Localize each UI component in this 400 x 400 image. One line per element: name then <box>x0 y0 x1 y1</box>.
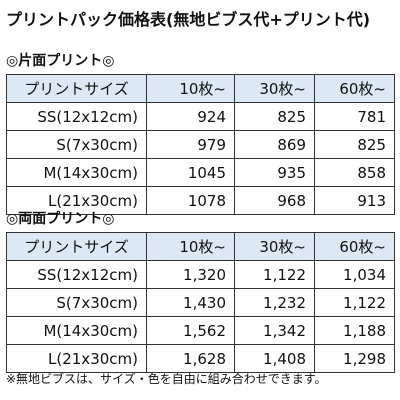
price-cell: 924 <box>146 102 235 131</box>
row: SS(12x12cm) 924 825 781 <box>6 102 395 131</box>
header-cell: 30枚~ <box>234 74 315 103</box>
price-cell: 825 <box>314 130 395 159</box>
header-cell: 10枚~ <box>146 232 235 261</box>
price-cell: 1,320 <box>146 260 235 289</box>
size-cell: SS(12x12cm) <box>6 102 147 131</box>
price-cell: 935 <box>234 158 315 187</box>
price-table: プリントサイズ 10枚~ 30枚~ 60枚~ SS(12x12cm) 924 825 781 S… <box>6 74 395 215</box>
price-cell: 1,122 <box>314 288 395 317</box>
price-cell: 869 <box>234 130 315 159</box>
size-cell: L(21x30cm) <box>6 186 147 215</box>
size-cell: S(7x30cm) <box>6 130 147 159</box>
section-heading: ◎片面プリント◎ <box>6 53 115 69</box>
price-cell: 1,122 <box>234 260 315 289</box>
price-cell: 1045 <box>146 158 235 187</box>
footnote: ※無地ビブスは、サイズ・色を自由に組み合わせできます。 <box>6 372 327 386</box>
header-row: プリントサイズ 10枚~ 30枚~ 60枚~ <box>6 74 395 103</box>
header-cell: プリントサイズ <box>6 74 147 103</box>
price-table: プリントサイズ 10枚~ 30枚~ 60枚~ SS(12x12cm) 1,320 1,122… <box>6 232 395 373</box>
size-cell: M(14x30cm) <box>6 316 147 345</box>
price-cell: 781 <box>314 102 395 131</box>
header-cell: 10枚~ <box>146 74 235 103</box>
row: S(7x30cm) 1,430 1,232 1,122 <box>6 288 395 317</box>
price-cell: 1,232 <box>234 288 315 317</box>
size-cell: M(14x30cm) <box>6 158 147 187</box>
price-cell: 1,408 <box>234 344 315 373</box>
price-cell: 1,628 <box>146 344 235 373</box>
header-cell: 30枚~ <box>234 232 315 261</box>
size-cell: L(21x30cm) <box>6 344 147 373</box>
section-heading: ◎両面プリント◎ <box>6 211 115 227</box>
header-cell: 60枚~ <box>314 74 395 103</box>
price-cell: 1,562 <box>146 316 235 345</box>
price-cell: 1,188 <box>314 316 395 345</box>
row: L(21x30cm) 1,628 1,408 1,298 <box>6 344 395 373</box>
size-cell: SS(12x12cm) <box>6 260 147 289</box>
row: SS(12x12cm) 1,320 1,122 1,034 <box>6 260 395 289</box>
price-cell: 1,034 <box>314 260 395 289</box>
title: プリントパック価格表(無地ビブス代+プリント代) <box>6 10 371 29</box>
size-cell: S(7x30cm) <box>6 288 147 317</box>
price-cell: 1,430 <box>146 288 235 317</box>
row: S(7x30cm) 979 869 825 <box>6 130 395 159</box>
price-cell: 825 <box>234 102 315 131</box>
price-cell: 1,342 <box>234 316 315 345</box>
row: L(21x30cm) 1078 968 913 <box>6 186 395 215</box>
header-row: プリントサイズ 10枚~ 30枚~ 60枚~ <box>6 232 395 261</box>
price-cell: 1078 <box>146 186 235 215</box>
row: M(14x30cm) 1,562 1,342 1,188 <box>6 316 395 345</box>
header-cell: 60枚~ <box>314 232 395 261</box>
price-cell: 1,298 <box>314 344 395 373</box>
row: M(14x30cm) 1045 935 858 <box>6 158 395 187</box>
price-cell: 968 <box>234 186 315 215</box>
price-cell: 858 <box>314 158 395 187</box>
price-cell: 979 <box>146 130 235 159</box>
header-cell: プリントサイズ <box>6 232 147 261</box>
price-cell: 913 <box>314 186 395 215</box>
